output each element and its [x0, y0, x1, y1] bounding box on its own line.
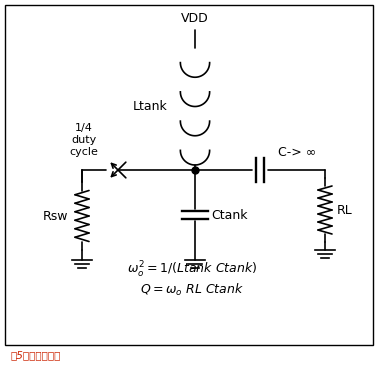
Text: RL: RL	[337, 203, 353, 217]
Text: $\omega_o^2 = 1/(Ltank\ Ctank)$: $\omega_o^2 = 1/(Ltank\ Ctank)$	[127, 260, 257, 280]
Text: $Q = \omega_o\ RL\ Ctank$: $Q = \omega_o\ RL\ Ctank$	[140, 282, 244, 298]
Text: Ctank: Ctank	[211, 208, 247, 221]
Text: VDD: VDD	[181, 12, 209, 25]
Text: C-> ∞: C-> ∞	[278, 145, 316, 159]
Text: Ltank: Ltank	[132, 100, 167, 113]
Text: 1/4
duty
cycle: 1/4 duty cycle	[70, 123, 98, 156]
Text: 图5．仿真原理图: 图5．仿真原理图	[10, 350, 60, 360]
Text: Rsw: Rsw	[43, 210, 68, 223]
